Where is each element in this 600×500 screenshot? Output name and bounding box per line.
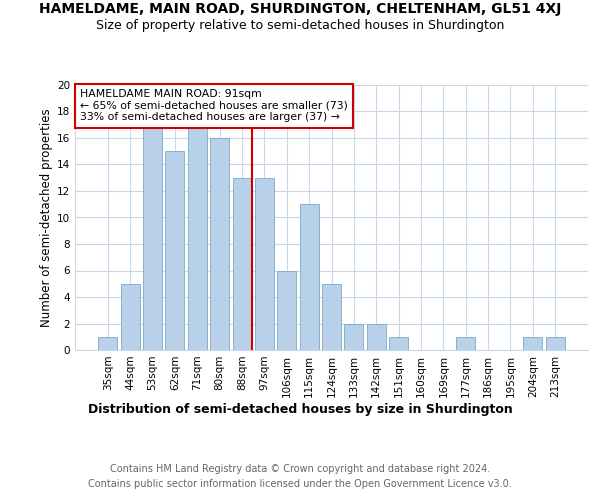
Bar <box>210 138 229 350</box>
Text: Size of property relative to semi-detached houses in Shurdington: Size of property relative to semi-detach… <box>96 18 504 32</box>
Bar <box>233 178 251 350</box>
Text: HAMELDAME, MAIN ROAD, SHURDINGTON, CHELTENHAM, GL51 4XJ: HAMELDAME, MAIN ROAD, SHURDINGTON, CHELT… <box>39 2 561 16</box>
Bar <box>456 337 475 350</box>
Bar <box>322 284 341 350</box>
Bar <box>344 324 364 350</box>
Bar <box>98 337 118 350</box>
Bar <box>143 124 162 350</box>
Bar <box>545 337 565 350</box>
Bar <box>523 337 542 350</box>
Text: Contains public sector information licensed under the Open Government Licence v3: Contains public sector information licen… <box>88 479 512 489</box>
Bar <box>277 270 296 350</box>
Text: Distribution of semi-detached houses by size in Shurdington: Distribution of semi-detached houses by … <box>88 402 512 415</box>
Bar <box>255 178 274 350</box>
Text: HAMELDAME MAIN ROAD: 91sqm
← 65% of semi-detached houses are smaller (73)
33% of: HAMELDAME MAIN ROAD: 91sqm ← 65% of semi… <box>80 89 348 122</box>
Bar <box>389 337 408 350</box>
Bar <box>299 204 319 350</box>
Bar <box>188 124 207 350</box>
Bar <box>166 151 184 350</box>
Bar <box>121 284 140 350</box>
Y-axis label: Number of semi-detached properties: Number of semi-detached properties <box>40 108 53 327</box>
Text: Contains HM Land Registry data © Crown copyright and database right 2024.: Contains HM Land Registry data © Crown c… <box>110 464 490 474</box>
Bar <box>367 324 386 350</box>
